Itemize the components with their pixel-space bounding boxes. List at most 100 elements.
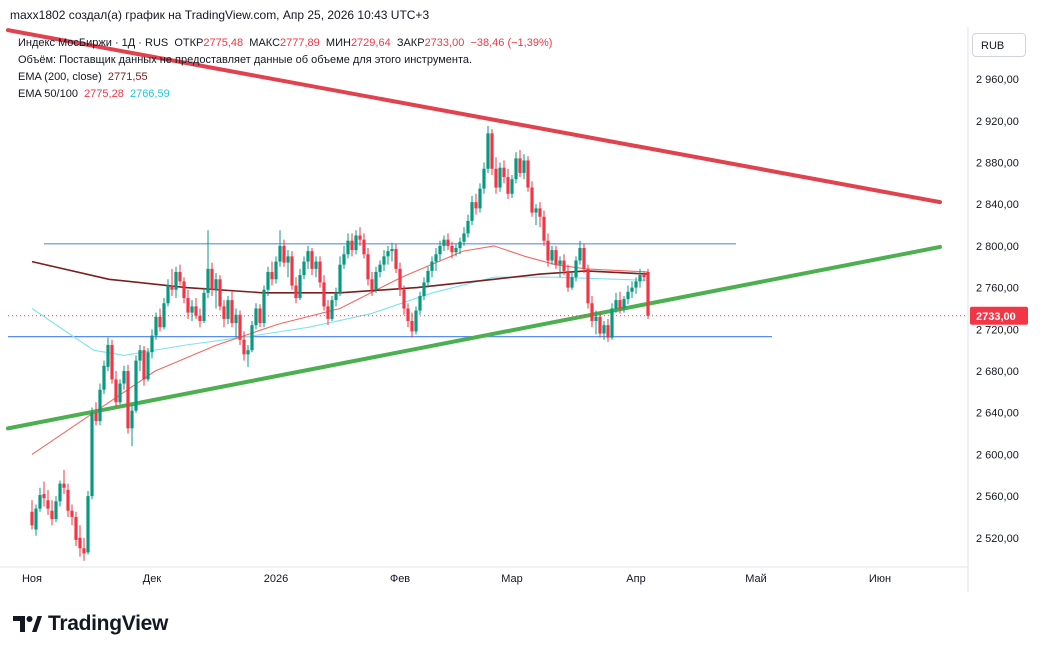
candle-body — [294, 285, 298, 299]
candle-body — [450, 245, 454, 253]
candle-body — [210, 268, 214, 290]
chart-legend: Индекс МосБиржи · 1Д · RUS ОТКР2775,48 М… — [18, 35, 552, 103]
candle-body — [614, 300, 618, 309]
candle-body — [218, 279, 222, 307]
candle-body — [326, 306, 330, 319]
candle-body — [66, 489, 70, 511]
candle-body — [566, 270, 570, 288]
legend-change: −38,46 (−1,39%) — [470, 37, 553, 49]
candle-body — [102, 365, 106, 390]
candle-body — [570, 277, 574, 288]
legend-ema50-100-row[interactable]: EMA 50/100 2775,28 2766,59 — [18, 86, 552, 103]
candle-body — [474, 202, 478, 209]
candle-body — [514, 158, 518, 180]
candle-body — [398, 268, 402, 290]
legend-ohlc-row: Индекс МосБиржи · 1Д · RUS ОТКР2775,48 М… — [18, 35, 552, 52]
candle-body — [598, 316, 602, 334]
x-tick-label: 2026 — [264, 573, 288, 585]
price-chart[interactable]: 3 000,002 960,002 920,002 880,002 840,00… — [0, 27, 1040, 597]
candle-body — [530, 187, 534, 213]
candle-body — [418, 295, 422, 311]
legend-ema50-value: 2775,28 — [84, 88, 124, 100]
candle-body — [94, 412, 98, 422]
legend-symbol[interactable]: Индекс МосБиржи · 1Д · RUS — [18, 37, 169, 49]
y-tick-label: 2 640,00 — [976, 408, 1019, 420]
candle-body — [222, 306, 226, 319]
y-tick-label: 2 840,00 — [976, 199, 1019, 211]
x-tick-label: Дек — [143, 573, 162, 585]
candle-body — [402, 289, 406, 309]
candle-body — [54, 501, 58, 520]
candle-body — [58, 483, 62, 502]
legend-high-label: МАКС — [249, 37, 281, 49]
y-tick-label: 2 720,00 — [976, 324, 1019, 336]
candle-body — [422, 282, 426, 296]
candle-body — [414, 310, 418, 332]
candle-body — [290, 256, 294, 286]
candle-body — [602, 325, 606, 334]
candle-body — [174, 271, 178, 290]
candle-body — [214, 279, 218, 290]
candle-body — [178, 271, 182, 282]
chart-area[interactable]: 3 000,002 960,002 920,002 880,002 840,00… — [0, 27, 1040, 597]
x-tick-label: Мар — [501, 573, 523, 585]
candle-body — [98, 389, 102, 422]
candle-body — [458, 241, 462, 249]
candle-body — [206, 268, 210, 293]
currency-button[interactable]: RUB — [972, 33, 1026, 57]
candle-body — [318, 261, 322, 283]
candle-body — [254, 308, 258, 326]
legend-open: 2775,48 — [203, 37, 244, 49]
candle-body — [434, 254, 438, 262]
candle-body — [74, 516, 78, 540]
candle-body — [486, 133, 490, 169]
candle-body — [202, 292, 206, 321]
candle-body — [526, 160, 530, 188]
candle-body — [322, 282, 326, 307]
candle-body — [134, 360, 138, 411]
y-tick-label: 2 960,00 — [976, 74, 1019, 86]
chart-attribution: maxx1802 создал(а) график на TradingView… — [10, 8, 430, 22]
footer-brand: TradingView — [12, 612, 168, 636]
candle-body — [638, 275, 642, 282]
y-tick-label: 2 520,00 — [976, 533, 1019, 545]
legend-high: 2777,89 — [280, 37, 320, 49]
candle-body — [622, 299, 626, 309]
candle-body — [38, 495, 42, 509]
candle-body — [574, 260, 578, 278]
candle-body — [490, 133, 494, 169]
candle-body — [186, 298, 190, 313]
last-price-label: 2733,00 — [976, 311, 1016, 323]
candle-body — [594, 316, 598, 321]
candle-body — [610, 308, 614, 338]
x-tick-label: Май — [745, 573, 767, 585]
candle-body — [350, 240, 354, 251]
candle-body — [30, 511, 34, 526]
candle-body — [342, 254, 346, 265]
y-tick-label: 2 880,00 — [976, 158, 1019, 170]
candle-body — [90, 412, 94, 497]
candle-body — [182, 281, 186, 299]
candle-body — [406, 308, 410, 321]
candle-body — [618, 300, 622, 309]
candle-body — [42, 494, 46, 499]
candle-body — [242, 339, 246, 355]
candle-body — [522, 160, 526, 173]
candle-body — [82, 548, 86, 554]
candle-body — [158, 316, 162, 328]
candle-body — [278, 245, 282, 262]
candle-body — [114, 379, 118, 403]
candle-body — [378, 264, 382, 272]
candle-body — [246, 350, 250, 355]
legend-ema200-row[interactable]: EMA (200, close) 2771,55 — [18, 69, 552, 86]
candle-body — [510, 179, 514, 194]
candle-body — [366, 254, 370, 280]
legend-ema50-100-label: EMA 50/100 — [18, 88, 78, 100]
candle-body — [262, 289, 266, 324]
candle-body — [270, 271, 274, 280]
candle-body — [390, 249, 394, 252]
candle-body — [122, 371, 126, 384]
candle-body — [70, 510, 74, 517]
legend-low-label: МИН — [325, 37, 351, 49]
candle-body — [578, 248, 582, 261]
